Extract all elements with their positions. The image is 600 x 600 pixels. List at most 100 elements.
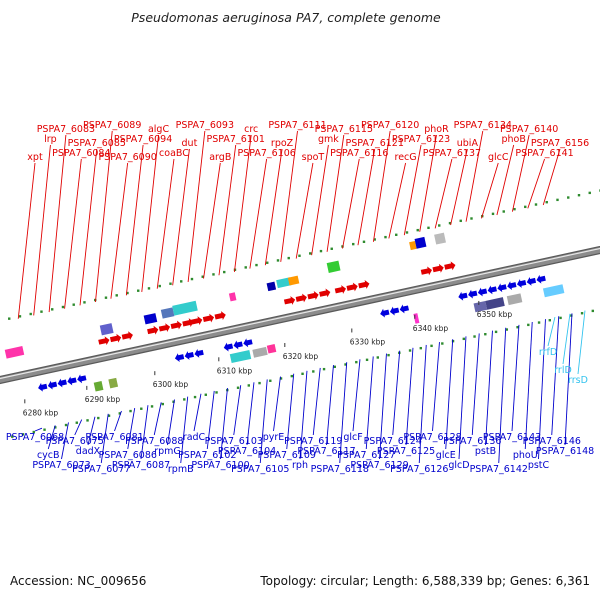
reverse-gene-label[interactable]: PSPA7_6102 [178, 450, 236, 461]
forward-gene-label[interactable]: phoR [424, 124, 449, 135]
reverse-gene-label[interactable]: PSPA7_6086 [99, 450, 157, 461]
forward-gene-leader [141, 134, 159, 293]
reverse-gene-label[interactable]: PSPA7_6126 [390, 464, 448, 475]
reverse-gene-label[interactable]: glcD [448, 460, 469, 471]
forward-gene-label[interactable]: PSPA7_6141 [515, 148, 573, 159]
reverse-gene-label[interactable]: PSPA7_6109 [258, 450, 316, 461]
reverse-gene-label[interactable]: PSPA7_6068 [6, 432, 64, 443]
forward-gene-label[interactable]: coaBC [159, 148, 189, 159]
reverse-gene-leader [180, 396, 189, 464]
guide-dot-bottom [64, 423, 68, 427]
reverse-gene-label[interactable]: rpmB [168, 464, 194, 475]
reverse-gene-label[interactable]: rph [292, 460, 308, 471]
reverse-gene-arrow-shape [233, 340, 243, 350]
rna-gene-label[interactable]: rrfD [539, 347, 557, 358]
forward-gene-label[interactable]: PSPA7_6101 [207, 134, 265, 145]
forward-gene-label[interactable]: PSPA7_6156 [531, 138, 589, 149]
reverse-gene-label[interactable]: pyrE [263, 432, 285, 443]
forward-gene-label[interactable]: glcC [488, 152, 509, 163]
reverse-gene-label[interactable]: PSPA7_6103 [205, 436, 263, 447]
guide-dot-top [137, 289, 140, 292]
forward-gene-label[interactable]: crc [244, 124, 258, 135]
forward-gene-label[interactable]: PSPA7_6115 [315, 124, 373, 135]
reverse-gene-label[interactable]: glcF [343, 432, 362, 443]
reverse-gene-label[interactable]: PSPA7_6075 [46, 436, 104, 447]
reverse-gene-leader [511, 324, 520, 432]
forward-gene-label[interactable]: PSPA7_6089 [83, 120, 141, 131]
forward-gene-label[interactable]: PSPA7_6085 [68, 138, 126, 149]
reverse-gene-label[interactable]: pstC [528, 460, 550, 471]
reverse-gene-label[interactable]: PSPA7_6077 [72, 464, 130, 475]
reverse-gene-label[interactable]: PSPA7_6104 [218, 446, 276, 457]
forward-gene-label[interactable]: rpoZ [271, 138, 294, 149]
reverse-gene-label[interactable]: PSPA7_6128 [403, 432, 461, 443]
forward-gene-label[interactable]: PSPA7_6090 [98, 152, 156, 163]
forward-gene-label[interactable]: PSPA7_6106 [237, 148, 295, 159]
reverse-gene-label[interactable]: PSPA7_6073 [32, 460, 90, 471]
forward-gene-label[interactable]: PSPA7_6140 [500, 124, 558, 135]
forward-gene-label[interactable]: ubiA [457, 138, 479, 149]
forward-gene-label[interactable]: PSPA7_6137 [423, 148, 481, 159]
reverse-gene-label[interactable]: PSPA7_6127 [337, 450, 395, 461]
forward-gene-label[interactable]: PSPA7_6116 [330, 148, 388, 159]
reverse-gene-label[interactable]: radC [183, 432, 206, 443]
reverse-gene-label[interactable]: pstB [475, 446, 496, 457]
forward-gene-arrow [191, 316, 203, 326]
reverse-feature-block [266, 344, 277, 354]
rna-gene-label[interactable]: rrsD [568, 375, 588, 386]
reverse-gene-label[interactable]: PSPA7_6143 [483, 432, 541, 443]
reverse-gene-label[interactable]: PSPA7_6142 [470, 464, 528, 475]
forward-gene-label[interactable]: PSPA7_6093 [176, 120, 234, 131]
forward-gene-label[interactable]: lrp [44, 134, 57, 145]
forward-gene-label[interactable]: xpt [27, 152, 43, 163]
reverse-gene-label[interactable]: PSPA7_6088 [125, 436, 183, 447]
reverse-gene-label[interactable]: PSPA7_6100 [191, 460, 249, 471]
forward-gene-label[interactable]: PSPA7_6120 [361, 120, 419, 131]
reverse-gene-label[interactable]: PSPA7_6119 [284, 436, 342, 447]
forward-gene-label[interactable]: PSPA7_6121 [346, 138, 404, 149]
guide-dot-bottom [258, 381, 261, 385]
rna-gene-label[interactable]: rrlD [554, 365, 572, 376]
forward-gene-leader [496, 144, 515, 216]
reverse-gene-label[interactable]: PSPA7_6136 [443, 436, 501, 447]
forward-gene-label[interactable]: algC [148, 124, 169, 135]
forward-gene-label[interactable]: spoT [302, 152, 325, 163]
reverse-gene-label[interactable]: PSPA7_6087 [112, 460, 170, 471]
reverse-gene-label[interactable]: glcE [436, 450, 456, 461]
gene-labels[interactable]: xptlrpPSPA7_6083PSPA7_6084PSPA7_6085PSPA… [6, 120, 594, 475]
reverse-gene-label[interactable]: PSPA7_6105 [231, 464, 289, 475]
reverse-feature-block [252, 346, 268, 358]
forward-gene-leader [403, 144, 422, 236]
guide-dot-top [169, 282, 172, 285]
forward-gene-label[interactable]: PSPA7_6083 [37, 124, 95, 135]
forward-gene-label[interactable]: dut [182, 138, 198, 149]
reverse-gene-label[interactable]: PSPA7_6081 [85, 432, 143, 443]
reverse-gene-leader [259, 379, 268, 464]
reverse-gene-leader [206, 390, 215, 450]
reverse-gene-label[interactable]: PSPA7_6146 [523, 436, 581, 447]
reverse-gene-arrow [223, 342, 234, 352]
reverse-gene-label[interactable]: rpmG [154, 446, 181, 457]
reverse-gene-leader [167, 399, 175, 446]
forward-feature-block-rect [326, 260, 341, 273]
reverse-gene-label[interactable]: PSPA7_6117 [297, 446, 355, 457]
reverse-gene-arrow-shape [477, 287, 488, 297]
forward-gene-label[interactable]: PSPA7_6134 [454, 120, 512, 131]
forward-gene-label[interactable]: gmk [318, 134, 339, 145]
reverse-gene-label[interactable]: PSPA7_6124 [364, 436, 422, 447]
forward-gene-label[interactable]: argB [209, 152, 231, 163]
reverse-gene-label[interactable]: PSPA7_6118 [311, 464, 369, 475]
forward-gene-label[interactable]: PSPA7_6084 [52, 148, 110, 159]
reverse-gene-label[interactable]: dadX [76, 446, 101, 457]
forward-gene-label[interactable]: PSPA7_6111 [268, 120, 326, 131]
reverse-gene-label[interactable]: PSPA7_6125 [377, 446, 435, 457]
reverse-gene-label[interactable]: cycB [37, 450, 60, 461]
reverse-feature-block-rect [252, 346, 268, 358]
reverse-gene-label[interactable]: PSPA7_6129 [350, 460, 408, 471]
reverse-gene-label[interactable]: phoU [513, 450, 538, 461]
forward-gene-label[interactable]: recG [395, 152, 417, 163]
forward-gene-label[interactable]: PSPA7_6094 [114, 134, 172, 145]
reverse-gene-label[interactable]: PSPA7_6148 [536, 446, 594, 457]
forward-gene-label[interactable]: phoB [501, 134, 525, 145]
forward-gene-label[interactable]: PSPA7_6123 [392, 134, 450, 145]
